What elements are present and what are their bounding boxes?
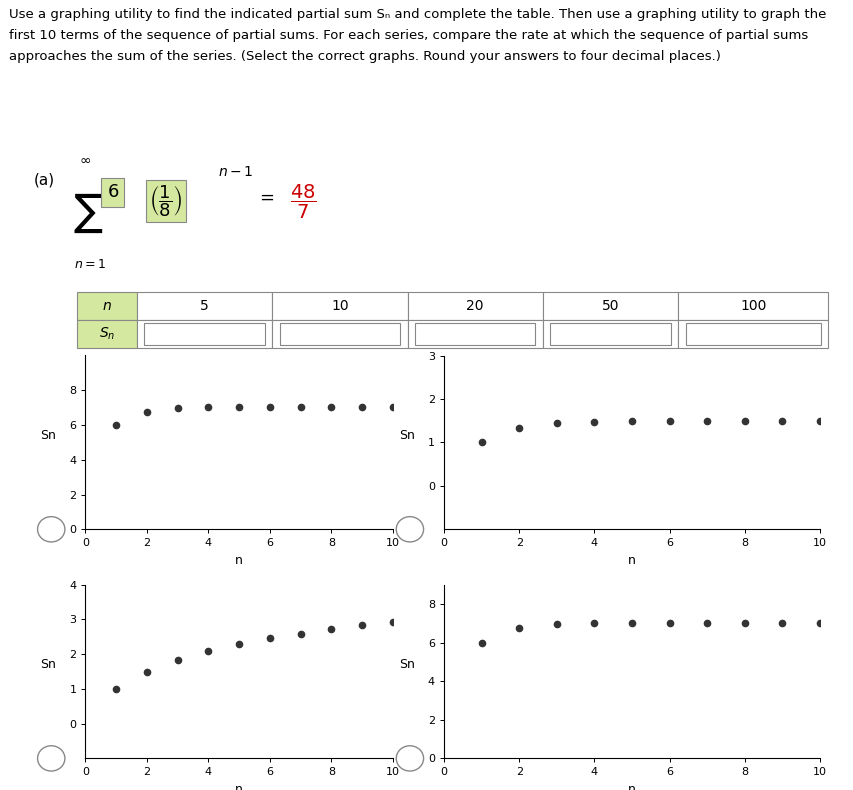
Text: (a): (a) bbox=[34, 172, 55, 187]
X-axis label: n: n bbox=[627, 783, 635, 790]
FancyBboxPatch shape bbox=[272, 320, 407, 348]
Text: $=$: $=$ bbox=[256, 187, 275, 205]
Text: $\sum$: $\sum$ bbox=[73, 192, 102, 235]
Text: $S_n$: $S_n$ bbox=[99, 325, 115, 342]
Text: $\left(\dfrac{1}{8}\right)$: $\left(\dfrac{1}{8}\right)$ bbox=[149, 183, 183, 219]
Text: $6$: $6$ bbox=[107, 183, 119, 201]
Y-axis label: Sn: Sn bbox=[40, 430, 56, 442]
FancyBboxPatch shape bbox=[407, 320, 543, 348]
FancyBboxPatch shape bbox=[677, 292, 827, 320]
Y-axis label: Sn: Sn bbox=[40, 659, 56, 672]
Text: $n-1$: $n-1$ bbox=[218, 165, 253, 179]
Text: $\infty$: $\infty$ bbox=[78, 153, 90, 167]
Text: $n$: $n$ bbox=[102, 299, 112, 313]
FancyBboxPatch shape bbox=[685, 322, 820, 344]
FancyBboxPatch shape bbox=[77, 292, 136, 320]
Text: $n=1$: $n=1$ bbox=[74, 258, 106, 271]
Y-axis label: Sn: Sn bbox=[398, 430, 415, 442]
X-axis label: n: n bbox=[235, 783, 243, 790]
FancyBboxPatch shape bbox=[136, 292, 272, 320]
Y-axis label: Sn: Sn bbox=[398, 659, 415, 672]
Text: Use a graphing utility to find the indicated partial sum Sₙ and complete the tab: Use a graphing utility to find the indic… bbox=[9, 8, 825, 63]
X-axis label: n: n bbox=[235, 554, 243, 567]
FancyBboxPatch shape bbox=[407, 292, 543, 320]
FancyBboxPatch shape bbox=[543, 320, 677, 348]
Text: 20: 20 bbox=[466, 299, 484, 313]
X-axis label: n: n bbox=[627, 554, 635, 567]
FancyBboxPatch shape bbox=[144, 322, 264, 344]
FancyBboxPatch shape bbox=[272, 292, 407, 320]
FancyBboxPatch shape bbox=[677, 320, 827, 348]
Text: $\dfrac{48}{7}$: $\dfrac{48}{7}$ bbox=[290, 183, 316, 221]
FancyBboxPatch shape bbox=[136, 320, 272, 348]
Text: 50: 50 bbox=[601, 299, 618, 313]
FancyBboxPatch shape bbox=[280, 322, 399, 344]
Text: 5: 5 bbox=[200, 299, 209, 313]
FancyBboxPatch shape bbox=[77, 320, 136, 348]
Text: 100: 100 bbox=[740, 299, 765, 313]
FancyBboxPatch shape bbox=[543, 292, 677, 320]
FancyBboxPatch shape bbox=[415, 322, 535, 344]
FancyBboxPatch shape bbox=[549, 322, 670, 344]
Text: 10: 10 bbox=[331, 299, 348, 313]
